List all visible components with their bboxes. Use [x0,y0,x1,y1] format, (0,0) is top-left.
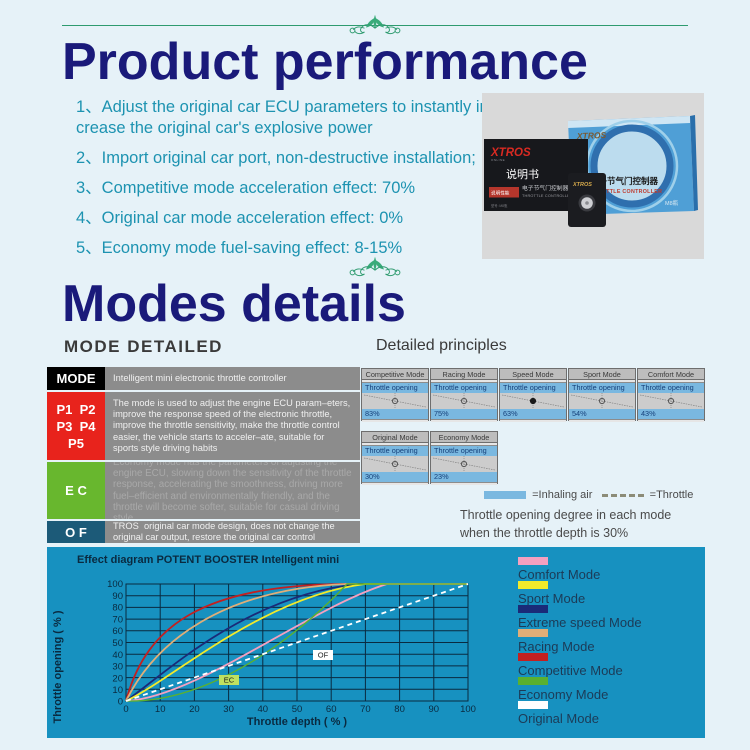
svg-text:10: 10 [155,704,166,715]
svg-text:20: 20 [189,704,200,715]
svg-text:Throttle opening ( % ): Throttle opening ( % ) [52,610,64,723]
svg-text:80: 80 [112,603,123,614]
svg-text:40: 40 [112,650,123,661]
svg-text:说明书: 说明书 [506,167,539,181]
svg-text:说明性能: 说明性能 [491,190,510,197]
svg-text:10: 10 [112,685,123,696]
svg-text:Effect diagram POTENT BOOSTER: Effect diagram POTENT BOOSTER Intelligen… [77,554,339,566]
svg-text:50: 50 [112,638,123,649]
svg-text:30: 30 [112,662,123,673]
svg-text:OF: OF [318,651,329,660]
svg-text:0: 0 [123,704,128,715]
svg-text:100: 100 [460,704,476,715]
svg-text:80: 80 [394,704,405,715]
svg-text:50: 50 [292,704,303,715]
svg-text:60: 60 [112,626,123,637]
svg-text:100: 100 [107,579,123,590]
svg-text:0: 0 [118,697,123,708]
svg-text:XTROS: XTROS [572,182,592,188]
svg-text:30: 30 [223,704,234,715]
svg-text:70: 70 [360,704,371,715]
svg-text:40: 40 [258,704,269,715]
svg-text:20: 20 [112,674,123,685]
svg-text:THROTTLE CONTROLLER: THROTTLE CONTROLLER [522,194,573,198]
svg-text:型号: M8瓶: 型号: M8瓶 [491,203,508,208]
svg-text:70: 70 [112,615,123,626]
svg-text:EC: EC [224,676,235,685]
svg-text:M8瓶: M8瓶 [665,199,679,207]
svg-text:ONLINE: ONLINE [491,158,505,162]
svg-text:60: 60 [326,704,337,715]
svg-text:电子节气门控制器: 电子节气门控制器 [522,184,569,192]
svg-text:90: 90 [429,704,440,715]
svg-text:Throttle depth ( % ): Throttle depth ( % ) [247,716,348,728]
svg-text:90: 90 [112,591,123,602]
